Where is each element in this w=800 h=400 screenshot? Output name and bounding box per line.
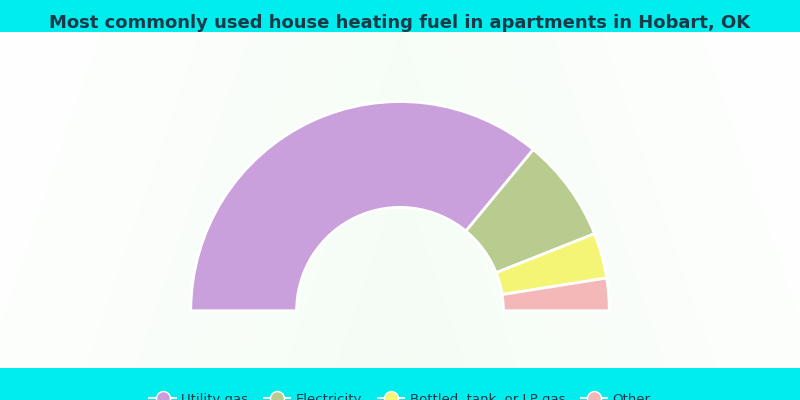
Legend: Utility gas, Electricity, Bottled, tank, or LP gas, Other: Utility gas, Electricity, Bottled, tank,… (144, 388, 656, 400)
Wedge shape (496, 234, 606, 294)
Wedge shape (502, 278, 610, 311)
Text: Most commonly used house heating fuel in apartments in Hobart, OK: Most commonly used house heating fuel in… (50, 14, 750, 32)
Wedge shape (466, 150, 594, 273)
Wedge shape (190, 102, 534, 311)
